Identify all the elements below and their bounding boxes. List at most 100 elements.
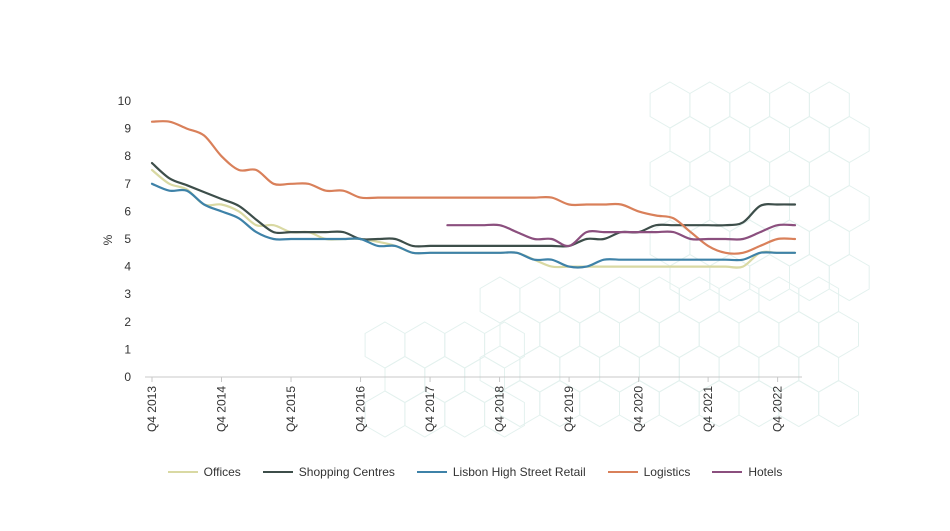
hexagon-shape (479, 276, 521, 324)
hexagon-shape (798, 276, 840, 324)
y-axis-ticks: 0 1 2 3 4 5 6 7 8 9 10 (118, 94, 132, 384)
legend-item-offices: Offices (167, 465, 241, 479)
x-tick-label: Q4 2019 (562, 386, 576, 432)
hexagon-shape (709, 253, 751, 302)
x-tick-label: Q4 2015 (284, 386, 298, 432)
hexagon-background-pattern (364, 81, 870, 438)
hexagon-shape (749, 115, 790, 164)
series-line-hotels (446, 223, 797, 248)
legend-item-hotels: Hotels (712, 465, 782, 479)
y-tick-label: 3 (124, 287, 131, 301)
legend-label: Shopping Centres (298, 465, 395, 479)
hexagon-shape (828, 184, 870, 233)
y-tick-label: 6 (124, 204, 131, 218)
hexagon-shape (738, 310, 780, 359)
hexagon-shape (649, 150, 691, 198)
hexagon-shape (718, 276, 760, 324)
hexagon-shape (828, 253, 870, 302)
legend-label: Lisbon High Street Retail (452, 465, 586, 479)
x-axis: Q4 2013 Q4 2014 Q4 2015 Q4 2016 Q4 2017 Q4 20… (145, 376, 802, 432)
hexagon-shape (718, 345, 760, 393)
hexagon-shape (539, 310, 581, 359)
x-tick-label: Q4 2022 (771, 386, 785, 432)
hexagon-shape (479, 345, 521, 393)
y-tick-label: 7 (124, 177, 131, 191)
hexagon-shape (384, 355, 426, 404)
hexagon-shape (444, 321, 486, 369)
hexagon-shape (729, 81, 771, 129)
series-line-shopping-centres (150, 162, 797, 248)
legend-label: Logistics (643, 465, 691, 479)
y-tick-label: 9 (124, 122, 131, 136)
x-tick-label: Q4 2021 (701, 386, 715, 432)
hexagon-shape (749, 253, 790, 302)
hexagon-shape (678, 345, 720, 393)
hexagon-shape (669, 115, 711, 164)
hexagon-shape (758, 276, 800, 324)
hexagon-shape (364, 321, 406, 369)
legend-label: Offices (203, 465, 241, 479)
hexagon-shape (404, 321, 446, 369)
y-tick-label: 1 (124, 342, 131, 356)
hexagon-shape (599, 345, 640, 393)
hexagon-shape (808, 81, 850, 129)
series-lines (150, 120, 797, 269)
hexagon-shape (499, 310, 541, 359)
hexagon-shape (364, 390, 406, 438)
legend-item-lisbon-high-street-retail: Lisbon High Street Retail (416, 465, 586, 479)
hexagon-shape (658, 310, 700, 359)
hexagon-shape (778, 310, 820, 359)
hexagon-shape (444, 390, 486, 438)
x-tick-label: Q4 2014 (215, 386, 229, 432)
legend-label: Hotels (748, 465, 783, 479)
hexagon-shape (559, 345, 601, 393)
legend: Offices Shopping Centres Lisbon High Stree… (0, 465, 950, 479)
hexagon-shape (769, 81, 810, 129)
hexagon-shape (689, 150, 731, 198)
hexagon-shape (519, 345, 561, 393)
legend-swatch (607, 471, 638, 473)
series-line-logistics (150, 120, 797, 255)
legend-item-logistics: Logistics (607, 465, 691, 479)
legend-swatch (262, 471, 293, 473)
hexagon-shape (828, 115, 870, 164)
x-tick-label: Q4 2013 (145, 386, 159, 432)
hexagon-shape (658, 379, 700, 428)
hexagon-shape (808, 150, 850, 198)
y-tick-label: 8 (124, 149, 131, 163)
hexagon-shape (808, 219, 850, 267)
x-tick-label: Q4 2016 (354, 386, 368, 432)
legend-swatch (416, 471, 447, 473)
hexagon-shape (619, 310, 660, 359)
hexagon-shape (778, 379, 820, 428)
hexagon-shape (678, 276, 720, 324)
hexagon-shape (818, 310, 859, 359)
y-tick-label: 10 (118, 94, 132, 108)
hexagon-shape (789, 253, 830, 302)
hexagon-shape (519, 276, 561, 324)
series-line-lisbon-high-street-retail (150, 182, 797, 269)
legend-swatch (167, 471, 198, 473)
hexagon-shape (638, 345, 680, 393)
legend-item-shopping-centres: Shopping Centres (262, 465, 395, 479)
hexagon-shape (798, 345, 840, 393)
hexagon-shape (789, 115, 830, 164)
hexagon-shape (559, 276, 601, 324)
hexagon-shape (769, 150, 810, 198)
hexagon-shape (579, 310, 620, 359)
x-tick-label: Q4 2018 (493, 386, 507, 432)
y-tick-label: 5 (124, 232, 131, 246)
hexagon-shape (484, 390, 525, 438)
hexagon-shape (484, 321, 525, 369)
legend-swatch (712, 471, 743, 473)
x-tick-label: Q4 2017 (423, 386, 437, 432)
hexagon-shape (698, 310, 740, 359)
hexagon-shape (758, 345, 800, 393)
hexagon-shape (669, 253, 711, 302)
x-tick-label: Q4 2020 (632, 386, 646, 432)
hexagon-shape (769, 219, 810, 267)
hexagon-shape (689, 81, 731, 129)
hexagon-shape (818, 379, 859, 428)
hexagon-shape (729, 150, 771, 198)
